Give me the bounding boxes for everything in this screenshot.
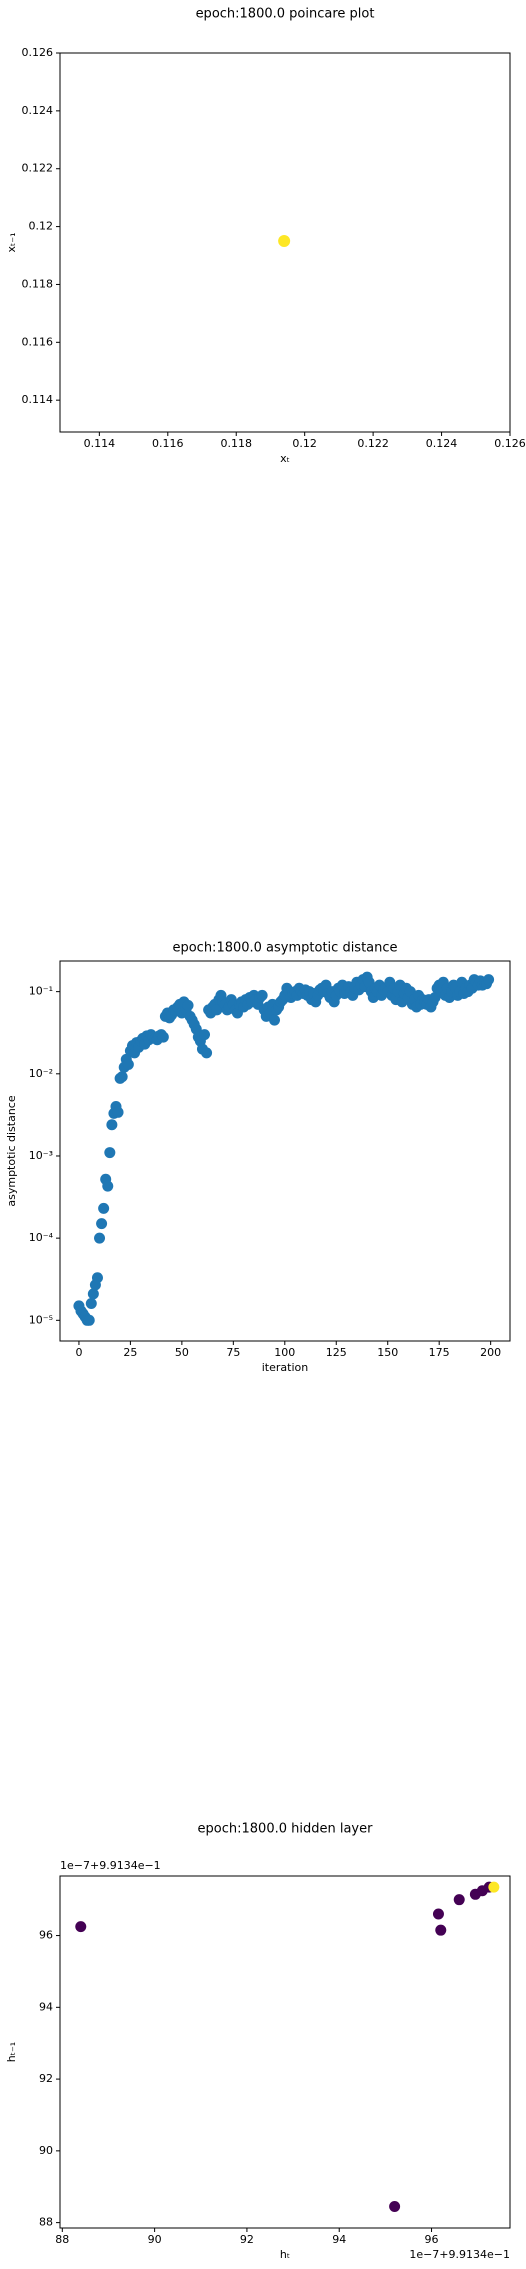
x-tick-label: 96	[425, 2233, 439, 2246]
y-tick-label: 92	[39, 2072, 53, 2085]
point	[432, 1908, 444, 1920]
x-tick-label: 175	[429, 1346, 450, 1359]
point	[104, 1147, 116, 1159]
point	[116, 1071, 128, 1083]
x-tick-label: 50	[175, 1346, 189, 1359]
x-offset-label: 1e−7+9.9134e−1	[409, 2248, 510, 2261]
point	[85, 1298, 97, 1310]
x-tick-label: 0.12	[292, 437, 317, 450]
point	[98, 1202, 110, 1214]
y-tick-label: 96	[39, 1929, 53, 1942]
point	[211, 1004, 223, 1016]
point	[182, 999, 194, 1011]
point	[102, 1180, 114, 1192]
x-tick-label: 0.122	[357, 437, 389, 450]
chart-title: epoch:1800.0 asymptotic distance	[172, 941, 397, 956]
y-tick-label: 0.122	[22, 162, 54, 175]
x-tick-label: 200	[480, 1346, 501, 1359]
point	[112, 1106, 124, 1118]
x-tick-label: 0	[75, 1346, 82, 1359]
x-tick-label: 25	[123, 1346, 137, 1359]
x-axis-label: iteration	[262, 1361, 308, 1374]
x-tick-label: 0.114	[84, 437, 116, 450]
point	[91, 1272, 103, 1284]
y-tick-label: 10⁻⁴	[29, 1231, 54, 1244]
point	[106, 1119, 118, 1131]
x-tick-label: 90	[148, 2233, 162, 2246]
point	[157, 1031, 169, 1043]
chart-title: epoch:1800.0 hidden layer	[198, 1822, 374, 1837]
y-tick-label: 10⁻¹	[29, 985, 53, 998]
point	[87, 1288, 99, 1300]
y-offset-label: 1e−7+9.9134e−1	[60, 1859, 161, 1872]
chart-title: epoch:1800.0 poincare plot	[196, 7, 375, 22]
point	[278, 235, 291, 248]
x-tick-label: 92	[240, 2233, 254, 2246]
y-axis-label: asymptotic distance	[5, 1095, 18, 1206]
x-tick-label: 88	[55, 2233, 69, 2246]
y-axis-label: xₜ₋₁	[5, 233, 18, 253]
point	[269, 1014, 281, 1026]
plot-frame	[59, 52, 511, 433]
y-axis-label: hₜ₋₁	[5, 2042, 18, 2062]
plot-frame	[59, 960, 511, 1342]
y-tick-label: 0.114	[22, 393, 54, 406]
y-tick-label: 88	[39, 2216, 53, 2229]
point	[201, 1047, 213, 1059]
point	[488, 1881, 500, 1893]
x-tick-label: 94	[332, 2233, 346, 2246]
point	[483, 974, 495, 986]
plot-frame	[59, 1875, 511, 2229]
x-axis-label: xₜ	[280, 452, 290, 465]
y-tick-label: 0.12	[29, 220, 54, 233]
y-tick-label: 0.116	[22, 335, 54, 348]
point	[256, 989, 268, 1001]
point	[75, 1921, 87, 1933]
x-tick-label: 0.118	[220, 437, 252, 450]
x-tick-label: 100	[274, 1346, 295, 1359]
point	[199, 1029, 211, 1041]
point	[435, 1924, 447, 1936]
y-tick-label: 0.126	[22, 46, 54, 59]
x-tick-label: 0.116	[152, 437, 184, 450]
x-tick-label: 125	[326, 1346, 347, 1359]
point	[389, 2200, 401, 2212]
point	[83, 1314, 95, 1326]
x-tick-label: 0.124	[426, 437, 458, 450]
y-tick-label: 10⁻³	[29, 1149, 53, 1162]
x-tick-label: 0.126	[494, 437, 526, 450]
y-tick-label: 0.124	[22, 104, 54, 117]
y-tick-label: 90	[39, 2144, 53, 2157]
point	[96, 1218, 108, 1230]
x-tick-label: 75	[226, 1346, 240, 1359]
y-tick-label: 0.118	[22, 277, 54, 290]
y-tick-label: 10⁻⁵	[29, 1313, 53, 1326]
x-axis-label: hₜ	[280, 2248, 290, 2261]
x-tick-label: 150	[377, 1346, 398, 1359]
point	[122, 1058, 134, 1070]
y-tick-label: 10⁻²	[29, 1067, 53, 1080]
point	[453, 1894, 465, 1906]
y-tick-label: 94	[39, 2000, 53, 2013]
point	[94, 1232, 106, 1244]
